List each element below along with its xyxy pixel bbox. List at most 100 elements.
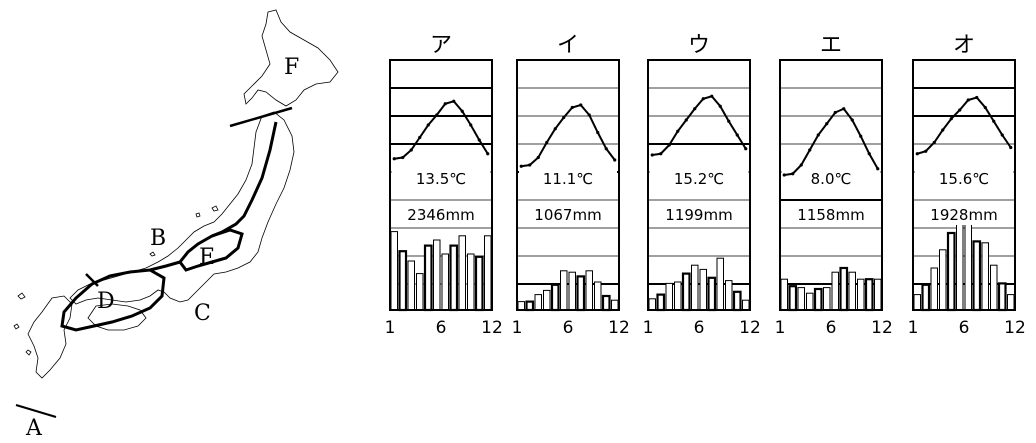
temperature-point <box>659 152 663 156</box>
label-d: D <box>97 289 115 314</box>
x-tick-label: 6 <box>563 318 574 338</box>
x-tick-label: 1 <box>643 318 654 338</box>
chart-frame <box>647 59 751 311</box>
precipitation-bar <box>946 231 956 312</box>
precipitation-bar <box>1007 294 1015 311</box>
temperature-label: 15.6℃ <box>939 170 989 188</box>
precipitation-bar <box>742 299 750 311</box>
temperature-point <box>915 152 919 156</box>
chart-title: オ <box>953 33 975 58</box>
precipitation-label-bg <box>392 201 490 225</box>
temperature-point <box>536 155 540 160</box>
temperature-point <box>684 118 688 122</box>
temperature-point <box>941 128 945 132</box>
temperature-point <box>833 110 837 115</box>
shikoku-outline <box>87 303 147 331</box>
temperature-point <box>486 152 490 156</box>
temperature-point <box>825 122 829 126</box>
precipitation-label-bg <box>650 201 748 225</box>
precipitation-bar <box>441 253 449 311</box>
precipitation-bar <box>848 271 856 311</box>
temperature-point <box>693 107 697 111</box>
temperature-point <box>613 158 617 162</box>
temperature-point <box>604 147 608 151</box>
precipitation-label: 1067mm <box>534 206 601 224</box>
temperature-line <box>394 100 489 160</box>
chart-title: エ <box>820 33 842 58</box>
temperature-point <box>924 149 928 153</box>
temperature-label-bg <box>650 165 748 189</box>
honshu-outline <box>69 111 295 305</box>
precipitation-bar <box>423 244 433 312</box>
precipitation-bar <box>648 298 656 311</box>
precipitation-bar <box>725 280 733 311</box>
temperature-point <box>735 133 739 137</box>
temperature-point <box>401 155 405 160</box>
precipitation-bar <box>674 281 682 311</box>
precipitation-bar <box>732 290 742 312</box>
temperature-point <box>435 113 439 117</box>
temperature-label: 15.2℃ <box>674 170 724 188</box>
precipitation-bar <box>839 266 849 312</box>
temperature-point <box>553 127 557 131</box>
precipitation-bar <box>813 287 823 312</box>
temperature-point <box>958 108 962 112</box>
temperature-point <box>418 135 422 140</box>
region-e-outline <box>178 228 244 272</box>
precipitation-bar <box>857 278 865 311</box>
region-d-outline <box>60 268 166 332</box>
precipitation-bar <box>823 287 831 311</box>
temperature-label: 13.5℃ <box>416 170 466 188</box>
temperature-point <box>1009 145 1013 150</box>
tohoku-region-boundary <box>211 121 278 238</box>
x-tick-label: 12 <box>608 318 630 338</box>
precipitation-bar <box>972 240 982 312</box>
precipitation-bar <box>467 253 475 311</box>
precipitation-label: 1199mm <box>665 206 732 224</box>
temperature-point <box>816 133 820 137</box>
precipitation-bar <box>780 278 788 311</box>
precipitation-bar <box>433 239 441 311</box>
temperature-point <box>876 167 880 171</box>
precipitation-bar <box>707 276 717 312</box>
x-tick-label: 1 <box>385 318 396 338</box>
chart-title: ア <box>430 33 452 58</box>
temperature-point <box>966 98 970 102</box>
x-tick-label: 12 <box>481 318 503 338</box>
precipitation-bar <box>543 289 551 311</box>
precipitation-bar <box>611 299 619 311</box>
precipitation-bar <box>458 235 466 311</box>
temperature-point <box>469 123 473 127</box>
precipitation-bar <box>788 285 798 312</box>
boundary-tick <box>85 273 99 287</box>
hokkaido-outline <box>243 9 339 107</box>
label-c: C <box>194 301 211 326</box>
precipitation-label-bg <box>915 201 1013 225</box>
temperature-line <box>521 103 616 168</box>
precipitation-bar <box>560 270 568 311</box>
strait-line <box>229 106 293 128</box>
precipitation-bar <box>930 267 938 311</box>
precipitation-bar <box>568 271 576 311</box>
label-f: F <box>284 55 299 80</box>
precipitation-label: 2346mm <box>407 206 474 224</box>
temperature-point <box>443 102 447 106</box>
temperature-point <box>949 117 953 121</box>
chart-frame <box>389 59 493 311</box>
temperature-point <box>528 163 532 167</box>
precipitation-bar <box>997 282 1007 312</box>
temperature-point <box>570 105 574 110</box>
precipitation-bar <box>831 271 839 311</box>
temperature-point <box>718 104 722 108</box>
precipitation-bar <box>416 273 424 311</box>
chart-frame <box>516 59 620 311</box>
boundary-connector <box>149 260 181 272</box>
precipitation-bar <box>990 264 998 311</box>
chart-frame <box>779 59 883 311</box>
temperature-point <box>850 118 854 122</box>
precipitation-bar <box>517 301 525 311</box>
precipitation-bar <box>601 294 611 312</box>
temperature-point <box>992 119 996 123</box>
temperature-point <box>799 163 803 167</box>
precipitation-bar <box>939 249 947 311</box>
